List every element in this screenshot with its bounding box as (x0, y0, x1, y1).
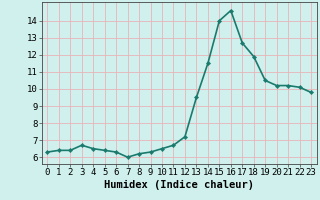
X-axis label: Humidex (Indice chaleur): Humidex (Indice chaleur) (104, 180, 254, 190)
